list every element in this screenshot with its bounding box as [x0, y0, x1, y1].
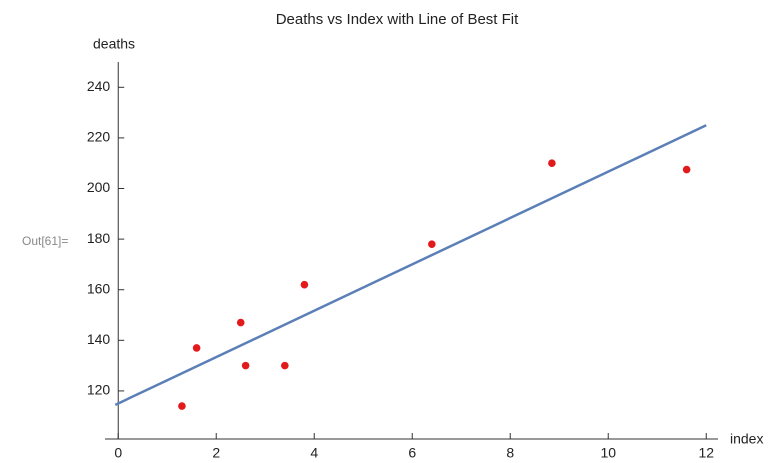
y-tick-label: 160	[87, 280, 111, 296]
x-tick-label: 6	[408, 445, 416, 461]
y-tick-label: 220	[87, 129, 111, 145]
x-tick-label: 4	[310, 445, 318, 461]
y-tick-label: 200	[87, 179, 111, 195]
point	[192, 344, 201, 352]
y-tick-label: 140	[87, 331, 111, 347]
prompt-label: Out[61]=	[22, 234, 68, 248]
point	[178, 402, 186, 410]
point	[300, 280, 309, 289]
x-tick-label: 0	[114, 445, 122, 461]
point	[241, 361, 250, 370]
y-tick-label: 240	[87, 78, 111, 94]
y-tick-label: 120	[87, 382, 111, 398]
chart-title: Deaths vs Index with Line of Best Fit	[276, 11, 519, 28]
point	[236, 318, 245, 327]
point	[281, 361, 289, 370]
x-tick-label: 2	[212, 445, 220, 461]
point	[428, 240, 436, 248]
x-tick-label: 8	[506, 445, 514, 461]
x-tick-label: 10	[600, 445, 616, 461]
fit-line	[114, 124, 707, 406]
x-axis-label: index	[730, 431, 763, 447]
point	[548, 159, 556, 168]
x-tick-label: 12	[698, 445, 714, 461]
point	[682, 165, 691, 174]
y-tick-label: 180	[87, 230, 111, 246]
y-axis-label: deaths	[93, 36, 135, 52]
